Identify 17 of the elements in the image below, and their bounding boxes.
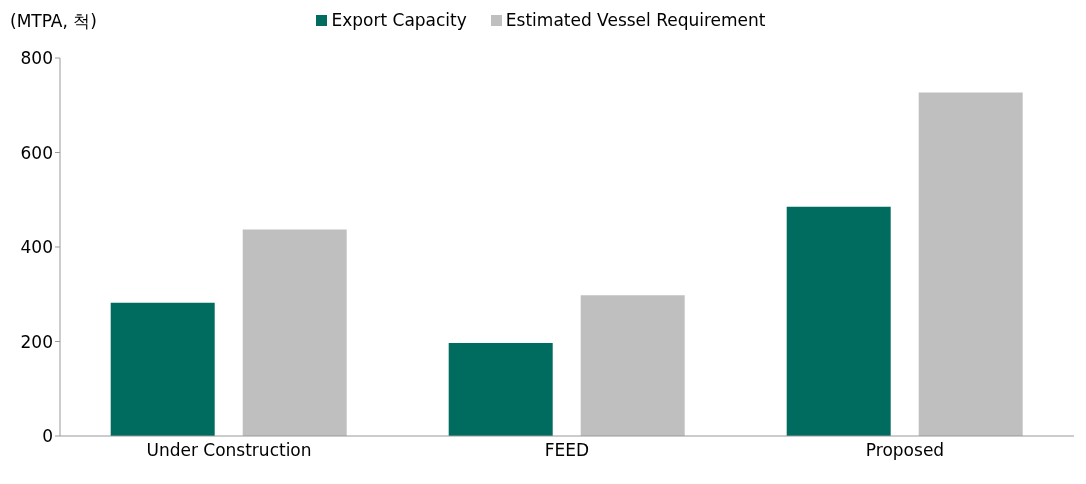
x-tick-label: Under Construction: [146, 440, 312, 461]
bar: [918, 92, 1023, 436]
y-axis-title: (MTPA, 척): [10, 10, 97, 33]
y-tick-label: 200: [20, 331, 53, 352]
y-tick-label: 600: [20, 142, 53, 163]
bar: [242, 229, 347, 436]
y-tick-label: 400: [20, 237, 53, 258]
legend-label: Estimated Vessel Requirement: [504, 10, 766, 30]
bar: [448, 342, 553, 436]
bar: [580, 295, 685, 436]
x-tick-label: Proposed: [865, 440, 945, 461]
bar: [786, 206, 891, 436]
x-tick-label: FEED: [544, 440, 590, 461]
y-tick-label: 800: [20, 48, 53, 69]
y-tick-label: 0: [42, 426, 53, 447]
legend-label: Export Capacity: [330, 10, 467, 30]
bar: [110, 302, 215, 436]
